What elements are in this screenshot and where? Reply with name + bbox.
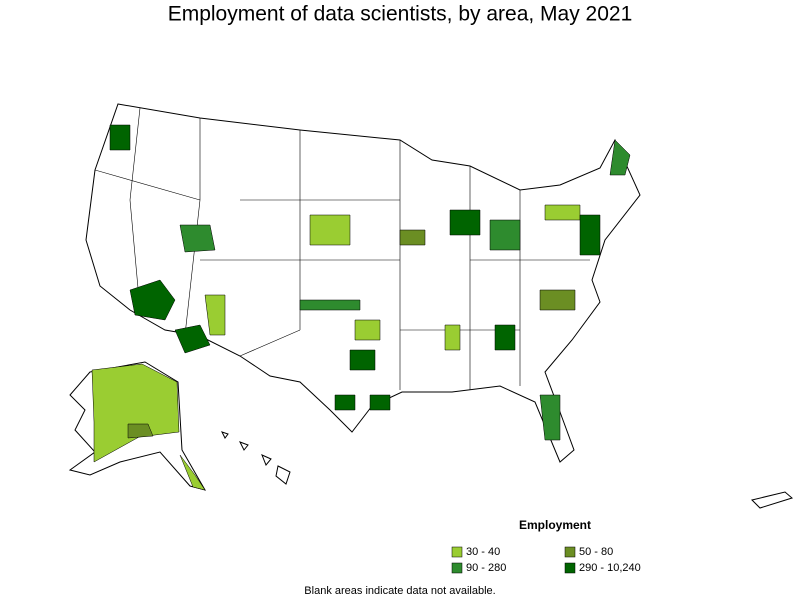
area	[334, 394, 356, 411]
legend-title: Employment	[519, 518, 591, 532]
legend: Employment 30 - 40 50 - 80 90 - 280 290 - 1…	[451, 518, 641, 574]
legend-swatch	[451, 562, 463, 574]
area	[494, 324, 516, 351]
legend-swatch	[564, 546, 576, 558]
legend-items: 30 - 40 50 - 80 90 - 280 290 - 10,240	[451, 546, 641, 574]
legend-label: 50 - 80	[579, 546, 613, 558]
legend-swatch	[451, 546, 463, 558]
area	[399, 229, 426, 246]
map-title: Employment of data scientists, by area, …	[168, 3, 633, 26]
area	[129, 279, 176, 321]
area	[204, 294, 226, 336]
area	[579, 214, 601, 256]
area	[309, 214, 351, 246]
area	[109, 124, 131, 151]
legend-swatch	[564, 562, 576, 574]
area	[544, 204, 581, 221]
area	[369, 394, 391, 411]
footnote: Blank areas indicate data not available.	[304, 585, 495, 597]
area	[539, 289, 576, 311]
area	[179, 454, 206, 491]
puerto-rico	[751, 491, 794, 509]
area	[539, 394, 561, 441]
area	[354, 319, 381, 341]
area	[489, 219, 521, 251]
legend-label: 290 - 10,240	[579, 562, 641, 574]
legend-label: 30 - 40	[466, 546, 500, 558]
hawaii	[221, 431, 291, 485]
area	[609, 139, 631, 176]
employment-areas	[91, 124, 631, 491]
area	[127, 423, 154, 439]
area	[174, 324, 211, 354]
map	[68, 103, 794, 509]
area	[449, 209, 481, 236]
area	[299, 299, 361, 311]
area	[444, 324, 461, 351]
area	[179, 224, 216, 253]
area	[349, 349, 376, 371]
area	[91, 363, 180, 463]
legend-label: 90 - 280	[466, 562, 506, 574]
